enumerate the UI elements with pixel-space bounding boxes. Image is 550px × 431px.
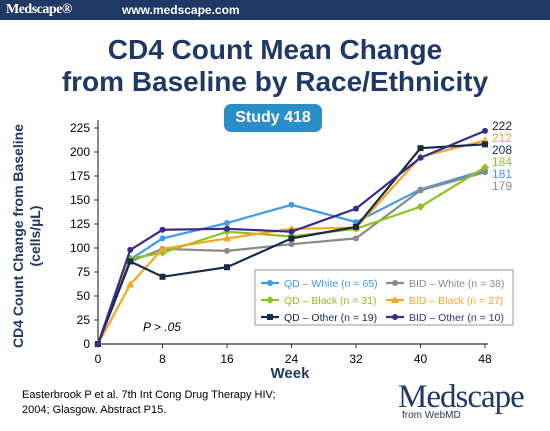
legend-label: BID – White (n = 38) [409,278,504,290]
data-point [95,341,101,347]
data-point [224,264,230,271]
footnote-line1: Easterbrook P et al. 7th Int Cong Drug T… [22,389,276,401]
y-tick-label: 125 [70,217,90,231]
legend-label: QD – White (n = 65) [284,278,378,290]
data-point [482,127,488,134]
data-point [353,223,359,230]
y-tick-label: 225 [70,121,90,135]
legend-label: BID – Black (n = 27) [409,295,503,307]
data-point [127,246,134,253]
medscape-logo: Medscape from WebMD [398,379,525,421]
y-tick-label: 175 [70,169,90,183]
data-point [288,228,295,235]
data-point [127,258,134,265]
y-tick-label: 75 [77,265,91,279]
x-tick-label: 16 [220,352,234,366]
data-point [288,235,295,242]
data-point [482,169,488,176]
legend-swatch-marker [392,280,398,286]
series-line-1 [96,171,486,345]
data-point [224,220,230,227]
legend-swatch-marker [392,314,398,320]
slide-title-line2: from Baseline by Race/Ethnicity [61,66,489,97]
header-url[interactable]: www.medscape.com [122,3,240,17]
y-tick-label: 200 [70,145,90,159]
slide-title-line1: CD4 Count Mean Change [107,34,443,65]
data-point [417,154,424,161]
data-point [224,225,230,232]
legend-box [254,269,514,326]
end-value-label: 184 [492,155,512,169]
footnote-line2: 2004; Glasgow. Abstract P15. [22,404,167,416]
x-tick-label: 32 [349,352,363,366]
data-point [158,244,167,252]
legend-label: QD – Black (n = 31) [284,295,377,307]
legend-swatch-marker [266,296,274,304]
logo-wordmark: Medscape [398,379,525,415]
x-tick-label: 24 [285,352,299,366]
data-point [224,247,230,254]
end-value-label: 179 [492,179,512,193]
study-badge: Study 418 [224,104,322,132]
medscape-brand: Medscape® [6,2,72,17]
series-line-3 [97,139,486,345]
legend-label: BID – Other (n = 10) [409,312,504,324]
data-point [159,226,166,233]
x-tick-label: 40 [414,352,428,366]
series-line-4 [96,143,486,345]
data-point [223,234,231,242]
data-point [417,145,424,152]
y-tick-label: 25 [77,313,91,327]
x-tick-label: 48 [478,352,492,366]
header-bar: Medscape® www.medscape.com [0,0,550,20]
series-line-5 [96,129,486,345]
data-point [288,201,295,208]
slide-title: CD4 Count Mean Change from Baseline by R… [0,34,550,98]
y-tick-label: 0 [83,337,90,351]
data-point [417,187,424,194]
data-point [481,163,489,172]
x-tick-label: 8 [159,352,166,366]
data-point [353,235,359,242]
logo-subtitle: from WebMD [402,410,461,421]
legend-swatch-marker [391,296,399,303]
series-line-0 [96,169,486,345]
end-value-label: 181 [492,167,512,181]
end-value-label: 208 [492,143,512,157]
p-value-text: P > .05 [143,320,181,334]
legend-label: QD – Other (n = 19) [284,312,377,324]
footnote: Easterbrook P et al. 7th Int Cong Drug T… [22,388,312,418]
data-point [159,235,166,242]
x-axis-label: Week [270,365,310,382]
end-value-label: 212 [492,131,512,145]
legend-swatch-marker [267,280,273,286]
y-tick-label: 100 [70,241,90,255]
y-tick-label: 150 [70,193,90,207]
end-value-label: 222 [492,119,512,133]
x-tick-label: 0 [95,352,102,366]
data-point [159,273,166,280]
data-point [288,241,295,248]
data-point [482,141,488,148]
data-point [416,202,425,211]
data-point [353,205,359,212]
legend-swatch-marker [267,314,273,320]
y-tick-label: 50 [77,289,91,303]
data-point [126,280,135,288]
